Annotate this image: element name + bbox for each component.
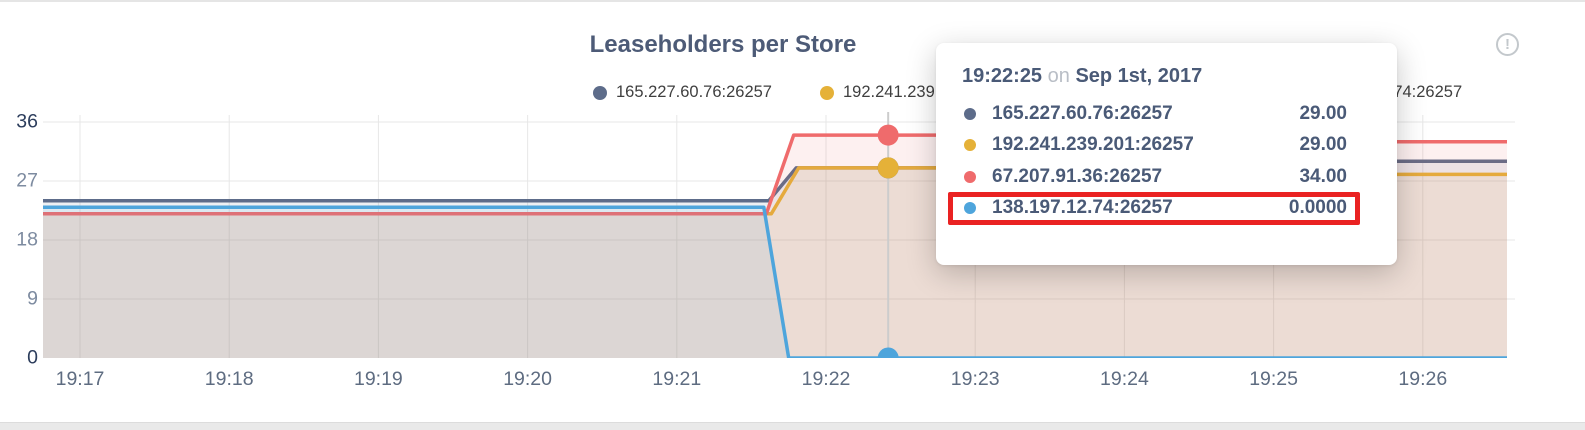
x-axis-tick-label: 19:17 [55, 368, 105, 390]
y-axis-tick-label: 36 [16, 110, 38, 133]
tooltip-row: 165.227.60.76:26257 29.00 [962, 98, 1347, 130]
hover-dot-138.197.12.74:26257 [877, 347, 899, 358]
hover-tooltip: 19:22:25 on Sep 1st, 2017 165.227.60.76:… [936, 43, 1397, 265]
panel-top-divider [0, 0, 1585, 2]
tooltip-series-label: 67.207.91.36:26257 [992, 165, 1163, 187]
tooltip-row: 192.241.239.201:26257 29.00 [962, 130, 1347, 162]
y-axis-tick-label: 27 [16, 169, 38, 192]
chart-title: Leaseholders per Store [589, 31, 857, 58]
y-axis-tick-label: 9 [27, 287, 38, 310]
x-axis-tick-label: 19:18 [204, 368, 254, 390]
hover-dot-67.207.91.36:26257 [877, 124, 899, 146]
tooltip-series-dot-icon [964, 170, 976, 183]
info-icon[interactable]: ! [1496, 33, 1519, 56]
tooltip-series-dot-icon [964, 107, 976, 120]
tooltip-timestamp: 19:22:25 on Sep 1st, 2017 [962, 65, 1347, 88]
hover-dot-192.241.239.201:26257 [877, 157, 899, 179]
legend-dot-icon [820, 85, 834, 100]
x-axis-tick-label: 19:25 [1249, 368, 1299, 390]
tooltip-series-label: 165.227.60.76:26257 [992, 102, 1173, 124]
x-axis-tick-label: 19:24 [1100, 368, 1149, 390]
x-axis-tick-label: 19:23 [950, 368, 1000, 390]
tooltip-series-label: 192.241.239.201:26257 [992, 134, 1194, 156]
tooltip-row: 138.197.12.74:26257 0.0000 [948, 191, 1360, 225]
tooltip-series-dot-icon [964, 139, 976, 152]
x-axis-tick-label: 19:21 [652, 368, 702, 390]
tooltip-time: 19:22:25 [962, 65, 1043, 87]
tooltip-series-label: 138.197.12.74:26257 [992, 197, 1173, 219]
tooltip-series-value: 34.00 [1299, 165, 1347, 187]
tooltip-series-value: 29.00 [1299, 102, 1347, 124]
tooltip-series-dot-icon [964, 202, 976, 215]
y-axis-tick-label: 18 [16, 228, 38, 251]
legend-label: 165.227.60.76:26257 [616, 83, 772, 101]
series-line-138.197.12.74:26257 [43, 205, 1507, 358]
legend-dot-icon [593, 85, 607, 100]
tooltip-series-value: 29.00 [1299, 134, 1347, 156]
tooltip-date: Sep 1st, 2017 [1075, 65, 1203, 87]
tooltip-rows: 165.227.60.76:26257 29.00 192.241.239.201:… [948, 98, 1360, 225]
legend-item-165.227.60.76:26257: 165.227.60.76:26257 [593, 83, 772, 102]
tooltip-row: 67.207.91.36:26257 34.00 [962, 161, 1347, 193]
y-axis-tick-label: 0 [27, 346, 38, 369]
x-axis-tick-label: 19:26 [1398, 368, 1448, 390]
tooltip-series-value: 0.0000 [1288, 197, 1347, 219]
tooltip-on-word: on [1047, 65, 1070, 87]
x-axis-tick-label: 19:22 [801, 368, 851, 390]
info-icon-glyph: ! [1505, 36, 1510, 53]
x-axis-tick-label: 19:19 [353, 368, 403, 390]
x-axis-tick-label: 19:20 [503, 368, 552, 390]
panel-bottom-divider [0, 422, 1585, 430]
